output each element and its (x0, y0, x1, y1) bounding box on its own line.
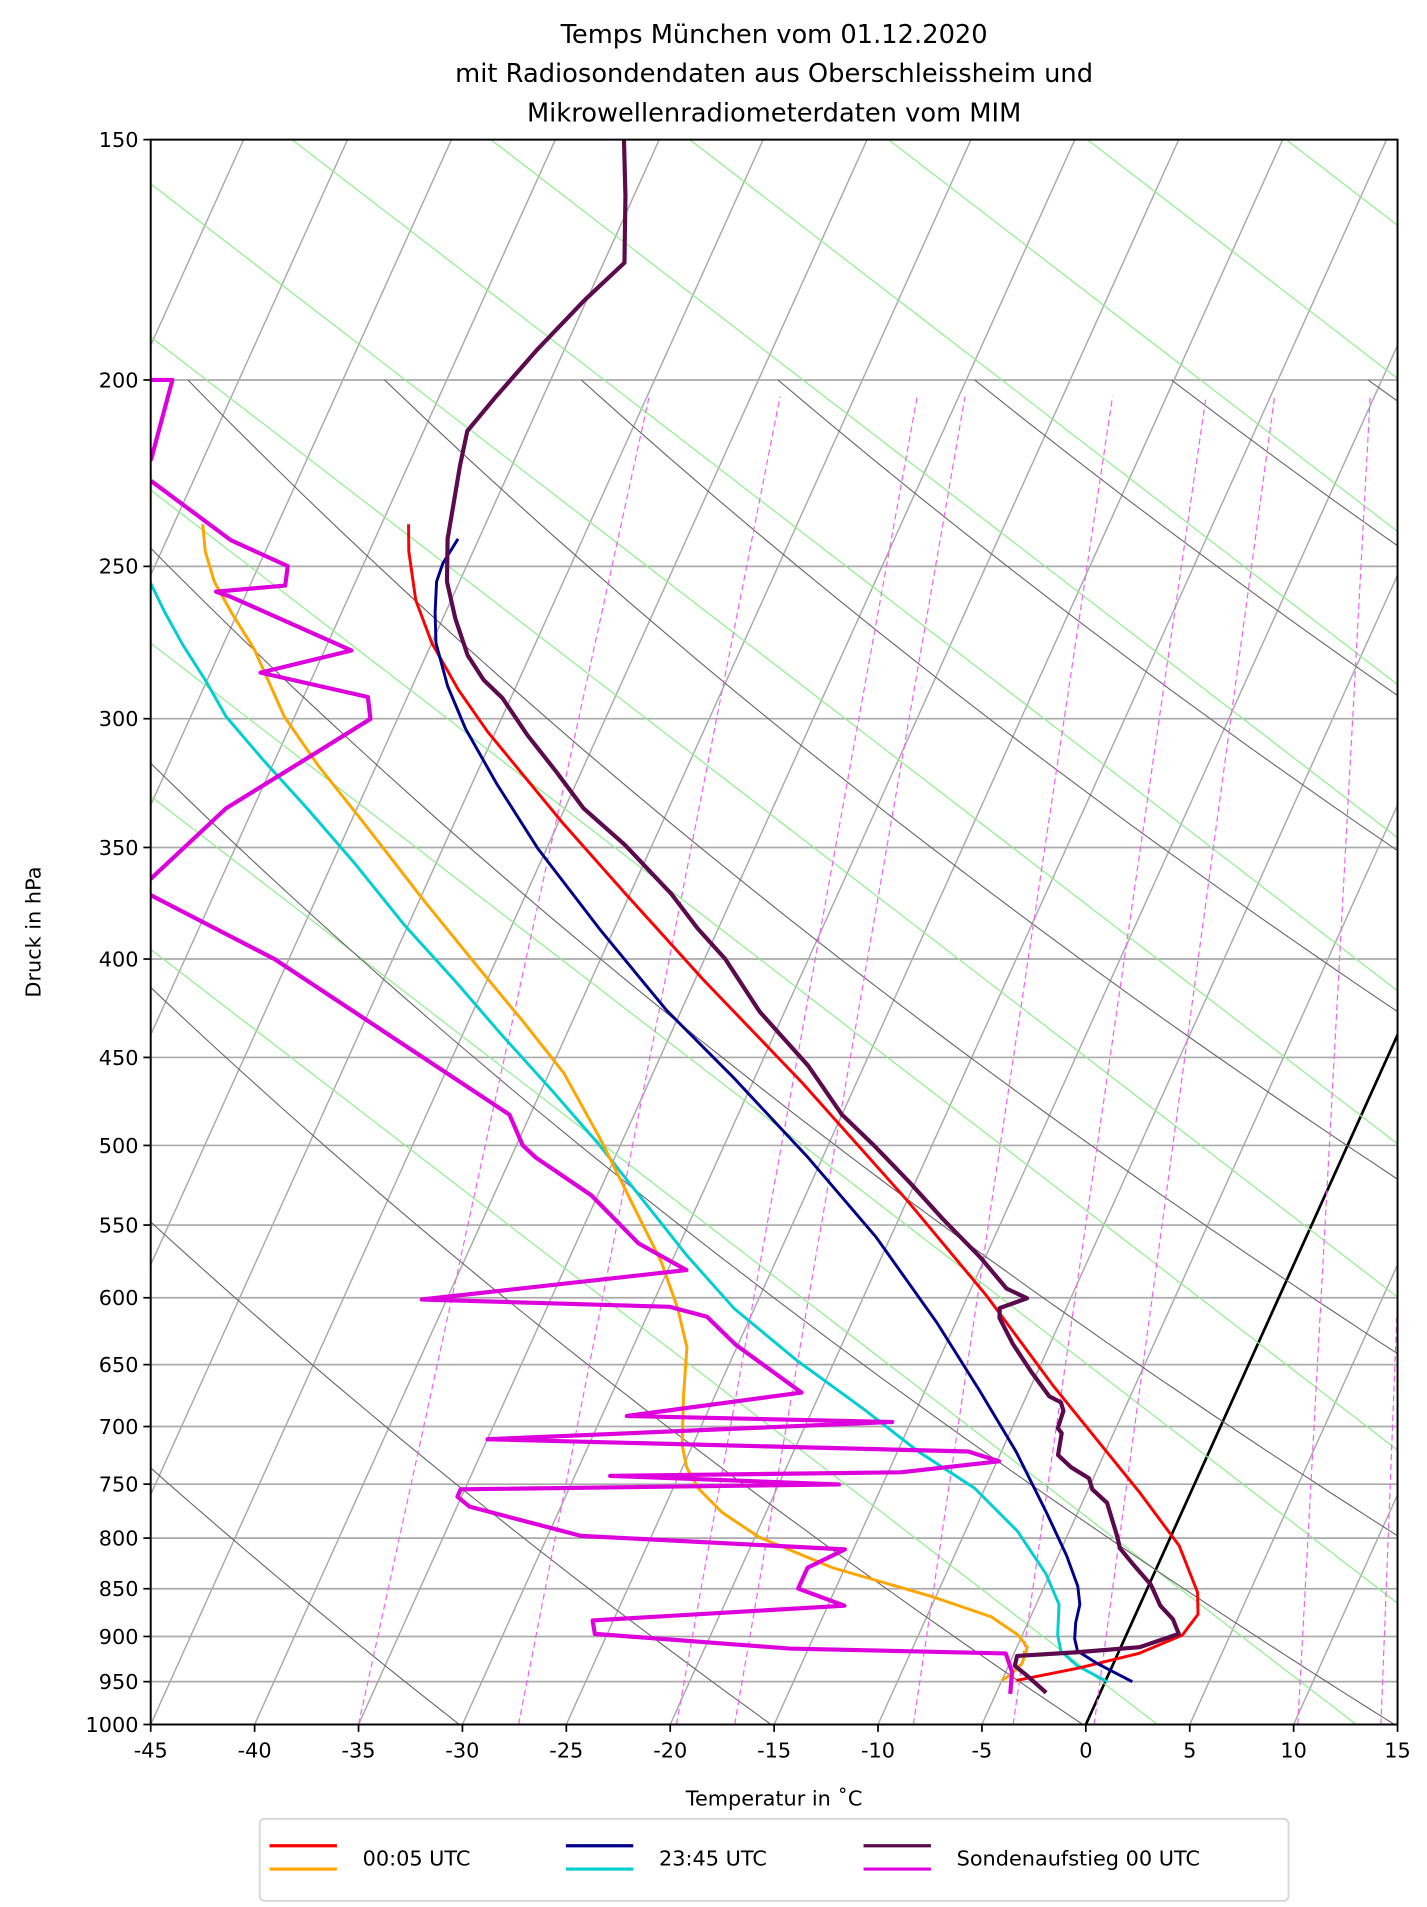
y-tick-label: 150 (99, 128, 139, 152)
y-tick-label: 700 (99, 1415, 139, 1439)
dry-adiabat-line (150, 547, 1398, 1537)
dry-adiabat-line (580, 379, 1398, 1013)
moist-adiabat-line (688, 139, 1398, 686)
moist-adiabat-line (150, 183, 1398, 1145)
isotherm-line (773, 343, 1398, 1725)
chart-title-line-1: Temps München vom 01.12.2020 (560, 20, 988, 50)
axis-ticks: 1502002503003504004505005506006507007508… (85, 128, 1410, 1763)
x-tick-label: -5 (972, 1739, 993, 1763)
x-tick-label: 5 (1183, 1739, 1196, 1763)
isotherm-line (669, 139, 1388, 1725)
dry-adiabat-line (150, 1467, 460, 1725)
isotherm-line (1189, 1262, 1398, 1725)
y-tick-label: 350 (99, 836, 139, 860)
dry-adiabat-line (777, 379, 1398, 852)
y-tick-label: 600 (99, 1286, 139, 1310)
legend-label: 23:45 UTC (659, 1846, 767, 1870)
x-tick-label: -20 (653, 1739, 687, 1763)
x-tick-label: -30 (445, 1739, 479, 1763)
y-tick-label: 550 (99, 1213, 139, 1237)
dry-adiabat-line (150, 1221, 772, 1725)
isotherm-line (150, 139, 868, 1725)
y-axis-label: Druck in hPa (21, 867, 45, 998)
y-tick-label: 1000 (85, 1713, 138, 1737)
moist-adiabat-line (150, 336, 1398, 1298)
series-line-23-45-utc-temperatur (433, 538, 1133, 1683)
x-tick-label: -25 (549, 1739, 583, 1763)
mixing-ratio-line (1380, 1281, 1398, 1725)
mixing-ratio-line (357, 396, 650, 1725)
legend-label: Sondenaufstieg 00 UTC (957, 1846, 1200, 1870)
zero-isotherm-line (1084, 1031, 1398, 1725)
isotherm-line (981, 803, 1398, 1725)
x-tick-label: -10 (861, 1739, 895, 1763)
y-tick-label: 800 (99, 1526, 139, 1550)
legend-label: 00:05 UTC (363, 1846, 471, 1870)
mixing-ratio-line (1297, 396, 1371, 1725)
legend: 00:05 UTC 23:45 UTC Sondenaufstieg 00 UTC (258, 1817, 1290, 1902)
series-line-00-05-utc-temperatur (407, 524, 1200, 1682)
x-tick-label: -35 (342, 1739, 376, 1763)
mixing-ratio-line (1012, 396, 1207, 1725)
moist-adiabat-line (1086, 139, 1398, 379)
moist-adiabat-line (291, 139, 1398, 992)
x-tick-label: 15 (1384, 1739, 1410, 1763)
dry-adiabat-line (187, 379, 1398, 1355)
y-tick-label: 850 (99, 1577, 139, 1601)
mixing-ratio-line (912, 396, 1114, 1725)
moist-adiabat-line (150, 948, 1159, 1725)
y-tick-label: 250 (99, 555, 139, 579)
dry-adiabat-line (384, 379, 1398, 1180)
isotherm-line (150, 139, 349, 577)
series-line-sondenaufstieg-00-utc-taupunkt (150, 377, 1015, 1695)
isotherm-line (357, 139, 1076, 1725)
moist-adiabat-line (887, 139, 1398, 533)
dry-adiabat-line (150, 986, 1084, 1725)
series-line-sondenaufstieg-00-utc-temperatur (444, 139, 1181, 1695)
dry-adiabat-line (150, 762, 1395, 1725)
x-tick-label: 0 (1079, 1739, 1092, 1763)
isotherm-line (150, 139, 453, 807)
legend-box (258, 1817, 1290, 1902)
y-tick-label: 750 (99, 1473, 139, 1497)
mixing-ratio-line (1093, 396, 1276, 1725)
isotherm-line (150, 139, 660, 1267)
mixing-ratio-line (517, 396, 781, 1725)
moist-adiabat-line (150, 489, 1398, 1451)
y-tick-label: 450 (99, 1046, 139, 1070)
y-tick-label: 950 (99, 1670, 139, 1694)
y-tick-label: 300 (99, 707, 139, 731)
moist-adiabat-line (489, 139, 1398, 839)
y-tick-label: 900 (99, 1625, 139, 1649)
y-tick-label: 650 (99, 1353, 139, 1377)
chart-title-line-2: mit Radiosondendaten aus Oberschleisshei… (455, 59, 1093, 89)
x-tick-label: -45 (134, 1739, 168, 1763)
data-series (150, 139, 1200, 1695)
x-tick-label: -15 (757, 1739, 791, 1763)
y-tick-label: 500 (99, 1134, 139, 1158)
y-tick-label: 400 (99, 947, 139, 971)
x-tick-label: 10 (1280, 1739, 1306, 1763)
chart-title-line-3: Mikrowellenradiometerdaten vom MIM (527, 98, 1021, 128)
x-axis-label: Temperatur in ˚C (685, 1786, 863, 1810)
isotherm-line (253, 139, 972, 1725)
y-tick-label: 200 (99, 368, 139, 392)
isotherm-line (150, 139, 764, 1497)
x-tick-label: -40 (238, 1739, 272, 1763)
series-line-23-45-utc-taupunkt (150, 580, 1108, 1683)
